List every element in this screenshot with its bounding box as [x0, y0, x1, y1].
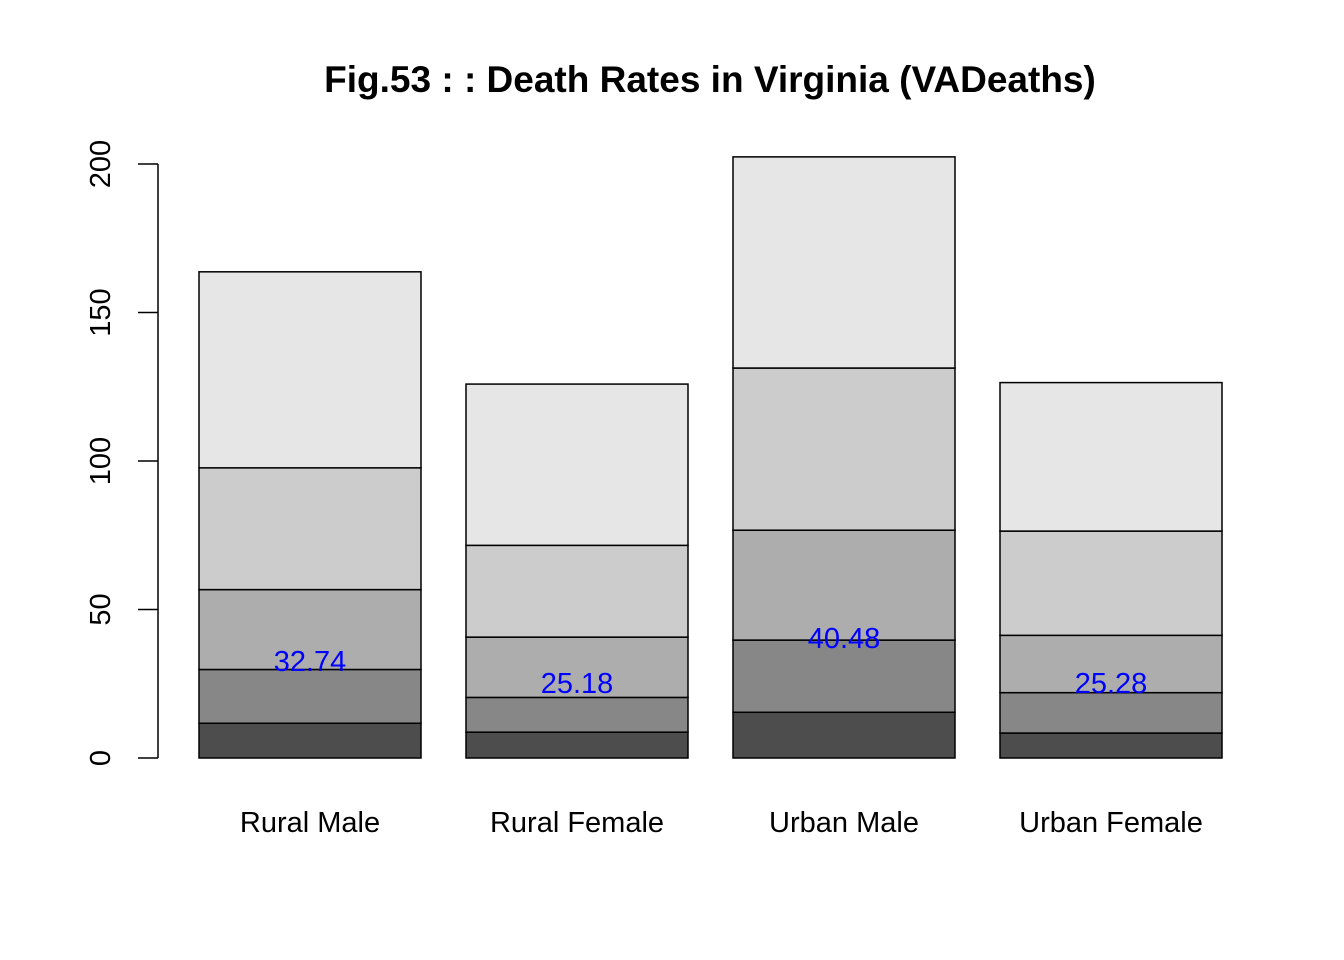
- bar-segment: [198, 722, 422, 759]
- data-labels: 32.74 25.18 40.48 25.28: [274, 623, 1148, 700]
- y-tick-label: 0: [85, 750, 117, 766]
- data-label: 25.18: [541, 668, 614, 700]
- bar-segment: [999, 732, 1223, 759]
- category-label: Rural Male: [240, 807, 380, 839]
- category-labels: Rural Male Rural Female Urban Male Urban Fe…: [240, 807, 1203, 839]
- data-label: 32.74: [274, 646, 347, 678]
- y-tick-label: 150: [85, 288, 117, 336]
- bar-segment: [465, 383, 689, 547]
- bar-segment: [999, 634, 1223, 694]
- y-tick-label: 100: [85, 437, 117, 485]
- bar-segment: [465, 731, 689, 759]
- y-tick-label: 50: [85, 593, 117, 625]
- bar-segment: [999, 691, 1223, 734]
- y-tick-label: 200: [85, 140, 117, 188]
- data-label: 25.28: [1075, 668, 1148, 700]
- data-label: 40.48: [808, 623, 881, 655]
- category-label: Rural Female: [490, 807, 664, 839]
- bars: [198, 156, 1223, 759]
- bar-segment: [732, 529, 956, 641]
- bar-segment: [198, 271, 422, 469]
- bar-segment: [198, 467, 422, 591]
- bar-segment: [465, 636, 689, 699]
- bar-segment: [732, 156, 956, 369]
- bar-segment: [999, 530, 1223, 637]
- bar-segment: [732, 367, 956, 531]
- bar-segment: [465, 696, 689, 733]
- bar-segment: [198, 668, 422, 725]
- y-axis: 0 50 100 150 200: [85, 140, 159, 766]
- bar-segment: [732, 711, 956, 759]
- bar-segment: [198, 588, 422, 671]
- bar-segment: [999, 381, 1223, 532]
- bar-segment: [465, 544, 689, 638]
- category-label: Urban Female: [1019, 807, 1203, 839]
- chart-title: Fig.53 : : Death Rates in Virginia (VADe…: [324, 59, 1096, 100]
- category-label: Urban Male: [769, 807, 919, 839]
